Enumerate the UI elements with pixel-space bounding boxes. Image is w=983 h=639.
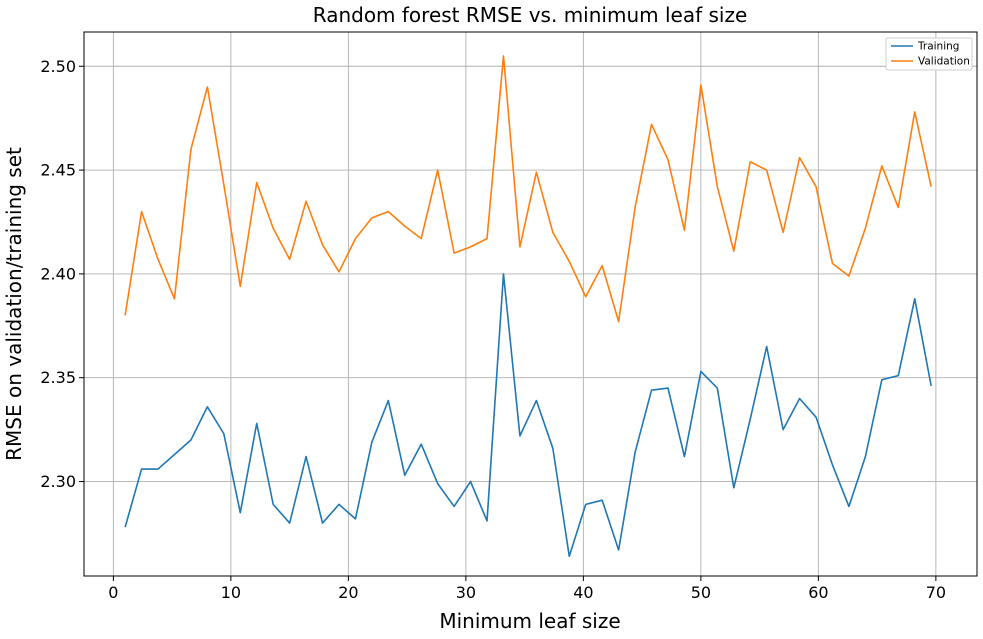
- legend: Training Validation: [885, 37, 973, 71]
- y-axis-label: RMSE on validation/training set: [2, 147, 26, 461]
- x-tick-label: 10: [221, 583, 241, 602]
- x-tick-label: 30: [456, 583, 476, 602]
- y-tick-label: 2.30: [40, 472, 76, 491]
- y-axis-ticks: 2.30 2.35 2.40 2.45 2.50: [40, 57, 84, 491]
- x-tick-label: 60: [808, 583, 828, 602]
- chart-title: Random forest RMSE vs. minimum leaf size: [313, 3, 748, 27]
- y-tick-label: 2.35: [40, 368, 76, 387]
- x-tick-label: 70: [926, 583, 946, 602]
- y-tick-label: 2.40: [40, 264, 76, 283]
- series-lines: [124, 55, 932, 558]
- x-tick-label: 50: [691, 583, 711, 602]
- y-tick-label: 2.50: [40, 57, 76, 76]
- x-tick-label: 40: [573, 583, 593, 602]
- legend-label-validation: Validation: [918, 56, 970, 68]
- x-tick-label: 20: [338, 583, 358, 602]
- y-tick-label: 2.45: [40, 161, 76, 180]
- series-line-training: [124, 273, 932, 558]
- x-axis-label: Minimum leaf size: [439, 609, 620, 633]
- legend-label-training: Training: [917, 41, 959, 53]
- gridlines: [84, 32, 977, 576]
- plot-frame: [83, 31, 978, 577]
- x-axis-ticks: 0 10 20 30 40 50 60 70: [108, 576, 946, 602]
- x-tick-label: 0: [108, 583, 118, 602]
- series-line-validation: [124, 55, 932, 323]
